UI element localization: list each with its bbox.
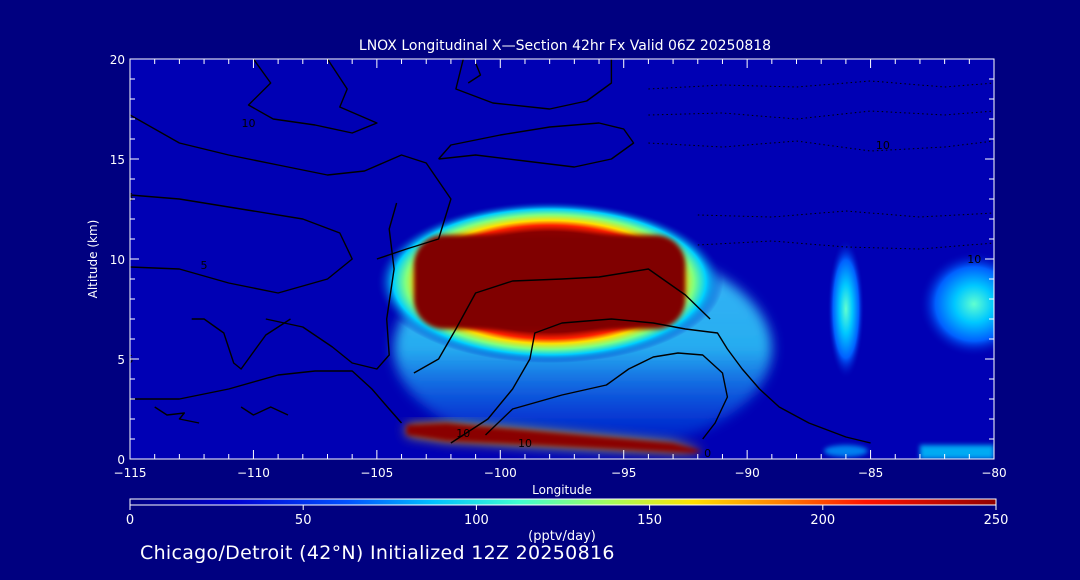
colorbar	[129, 498, 997, 506]
field-surface-86w	[823, 445, 868, 457]
x-tick-label: −110	[237, 466, 270, 480]
contour-line	[485, 352, 729, 440]
x-tick-label: −95	[611, 466, 636, 480]
y-tick-label: 15	[110, 153, 125, 167]
field-upper-core	[413, 235, 686, 329]
x-axis-label: Longitude	[532, 483, 592, 497]
contour-line	[450, 318, 871, 444]
contour-label: 0	[704, 447, 711, 460]
colorbar-label: (pptv/day)	[528, 529, 596, 544]
contour-line	[240, 406, 289, 416]
x-tick-label: −80	[981, 466, 1006, 480]
colorbar-tick-label: 100	[464, 513, 489, 528]
colorbar-tick-label: 200	[810, 513, 835, 528]
y-tick-label: 10	[110, 253, 125, 267]
contour-label: 10	[518, 437, 532, 450]
colorbar-tick-label: 50	[295, 513, 312, 528]
x-tick-label: −115	[114, 466, 147, 480]
contour-line	[130, 114, 452, 260]
contour-line	[467, 62, 482, 84]
y-axis-label: Altitude (km)	[86, 220, 100, 299]
contour-line	[130, 370, 403, 424]
contour-line	[438, 122, 635, 168]
contour-label: 10	[876, 139, 890, 152]
x-tick-label: −85	[858, 466, 883, 480]
y-tick-label: 20	[110, 53, 125, 67]
y-tick-label: 0	[117, 453, 125, 467]
contour-line	[413, 268, 711, 374]
contour-line	[154, 406, 200, 424]
contour-line-dotted	[648, 110, 994, 120]
x-axis: −115 −110 −105 −100 −95 −90 −85 −80	[114, 59, 1007, 480]
contour-line	[265, 202, 398, 370]
contour-line-dotted	[648, 80, 994, 90]
colorbar-tick-label: 0	[126, 513, 134, 528]
contour-line	[455, 59, 613, 110]
colorbar-ticks: 0 50 100 150 200 250	[126, 505, 1009, 528]
field-surface-east	[919, 445, 994, 459]
x-tick-label: −100	[484, 466, 517, 480]
contour-line	[130, 194, 353, 294]
contour-label: 10	[241, 117, 255, 130]
contour-line	[247, 59, 378, 134]
x-tick-label: −90	[734, 466, 759, 480]
field-column-86w	[827, 239, 865, 379]
x-tick-label: −105	[360, 466, 393, 480]
field-low-core	[406, 423, 703, 453]
y-axis: 0 5 10 15 20	[110, 53, 994, 467]
y-tick-label: 5	[117, 353, 125, 367]
colorbar-tick-label: 150	[637, 513, 662, 528]
field-layer	[375, 201, 994, 459]
contour-label: 10	[456, 427, 470, 440]
contour-label: 10	[967, 253, 981, 266]
contour-layer: 10101010100555	[127, 59, 994, 460]
chart-title: LNOX Longitudinal X—Section 42hr Fx Vali…	[359, 38, 771, 54]
contour-label: 5	[201, 259, 208, 272]
contour-label: 5	[127, 191, 134, 204]
field-patch-81w	[918, 251, 994, 357]
colorbar-tick-label: 250	[984, 513, 1009, 528]
footer-caption: Chicago/Detroit (42°N) Initialized 12Z 2…	[140, 542, 615, 564]
contour-line	[191, 318, 291, 370]
contour-line-dotted	[648, 140, 994, 152]
